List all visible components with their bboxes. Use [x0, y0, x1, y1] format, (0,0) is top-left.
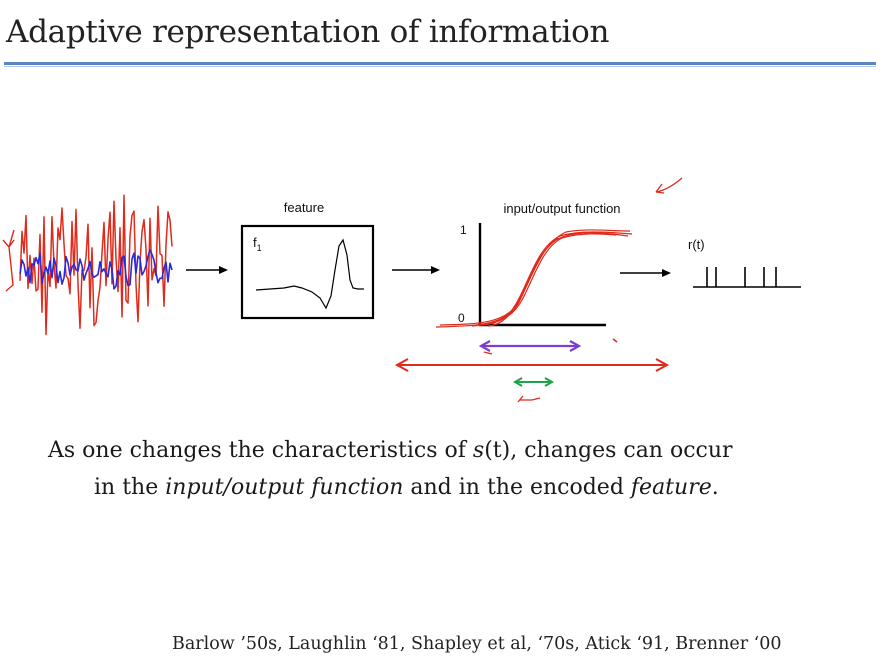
green-range-arrow	[512, 377, 555, 387]
arrow-io-to-response	[620, 269, 671, 277]
caption-s-symbol: s	[472, 438, 485, 463]
io-sigmoid-curves	[435, 229, 633, 328]
stimulus-trace-red	[19, 194, 173, 336]
feature-symbol-f: f	[253, 235, 257, 250]
stimulus-trace-blue	[19, 249, 173, 290]
title-underline-shadow	[4, 66, 876, 67]
encoding-diagram: feature f1 input/output function 1 0	[2, 177, 801, 403]
purple-arrow-red-mark	[483, 351, 493, 355]
caption-feature-term: feature	[630, 475, 712, 500]
feature-box	[240, 224, 375, 320]
io-y-max: 1	[460, 223, 467, 237]
caption-line-1: As one changes the characteristics of s(…	[48, 432, 868, 469]
spike-train	[693, 267, 801, 288]
green-arrow-red-mark	[517, 395, 541, 403]
io-annotation-mark	[655, 177, 683, 194]
caption-text: .	[711, 475, 719, 500]
feature-label: feature	[284, 200, 324, 215]
arrow-signal-to-feature	[186, 266, 228, 274]
response-label: r(t)	[688, 237, 705, 252]
purple-range-arrow	[478, 340, 582, 352]
references-footer: Barlow ’50s, Laughlin ‘81, Shapley et al…	[172, 634, 782, 654]
feature-symbol-subscript: 1	[257, 243, 262, 253]
slide-title: Adaptive representation of information	[6, 14, 610, 50]
caption-text: (t), changes can occur	[484, 438, 733, 463]
caption-io-term: input/output function	[165, 475, 404, 500]
io-side-mark	[612, 338, 618, 343]
feature-waveform	[255, 238, 364, 310]
feature-symbol: f1	[253, 235, 262, 253]
caption-text: and in the encoded	[403, 475, 631, 500]
arrow-feature-to-io	[392, 266, 440, 274]
red-range-arrow	[394, 358, 670, 372]
caption-text: in the	[94, 475, 166, 500]
io-function-label: input/output function	[503, 201, 620, 216]
title-underline	[4, 62, 876, 65]
caption-text: As one changes the characteristics of	[48, 438, 473, 463]
left-annotation-mark	[2, 229, 15, 292]
slide-caption: As one changes the characteristics of s(…	[48, 432, 868, 506]
caption-line-2: in the input/output function and in the …	[48, 469, 868, 506]
io-y-min: 0	[458, 311, 465, 325]
